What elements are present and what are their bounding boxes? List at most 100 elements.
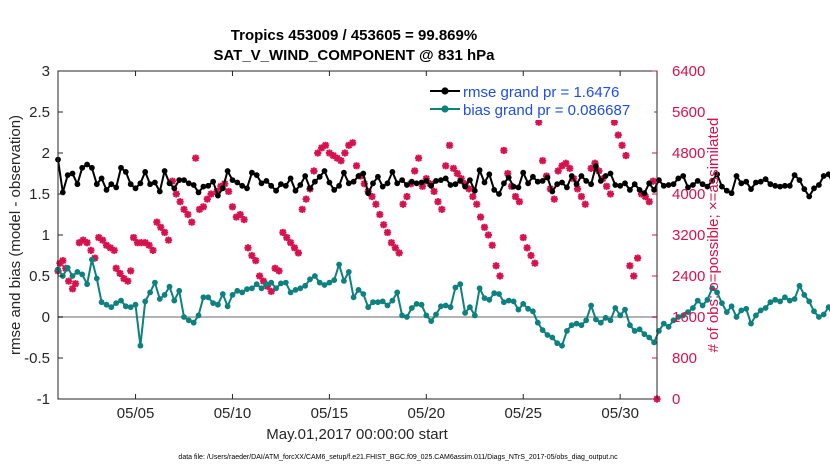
bias-point: [481, 295, 488, 301]
rmse-point: [147, 181, 154, 188]
rmse-point: [665, 182, 672, 188]
obs-count-point: [476, 213, 485, 221]
rmse-point: [602, 173, 609, 179]
rmse-point: [525, 180, 531, 187]
bias-point: [370, 299, 376, 306]
bias-point: [418, 301, 425, 308]
obs-marker-stroke: [531, 259, 539, 267]
rmse-point: [762, 176, 769, 183]
obs-marker-stroke: [610, 118, 618, 126]
obs-marker-stroke: [65, 277, 73, 285]
obs-count-point: [294, 249, 302, 257]
bias-point: [268, 279, 275, 286]
obs-marker-stroke: [500, 147, 508, 154]
rmse-point: [404, 182, 410, 188]
bias-point: [355, 287, 362, 293]
obs-marker-stroke: [550, 195, 558, 203]
plot-area: [58, 71, 657, 399]
bias-point: [408, 305, 415, 311]
bias-point: [307, 276, 313, 283]
bias-point: [782, 294, 788, 301]
rmse-point: [171, 185, 178, 192]
obs-count-point: [626, 262, 634, 270]
bias-point: [675, 314, 682, 320]
rmse-point: [559, 179, 565, 186]
rmse-point: [302, 173, 309, 179]
rmse-point: [113, 184, 120, 191]
obs-count-point: [550, 195, 558, 203]
rmse-point: [782, 182, 788, 189]
obs-marker-stroke: [116, 270, 124, 277]
obs-count-point: [511, 192, 520, 201]
obs-count-point: [236, 210, 244, 219]
obs-count-point: [488, 241, 496, 249]
rmse-point: [142, 169, 149, 175]
rmse-point: [384, 180, 391, 187]
rmse-point: [452, 181, 459, 188]
obs-count-point: [199, 203, 207, 211]
bias-point: [137, 342, 144, 349]
bias-point: [607, 317, 614, 324]
y-tick-label: 0.5: [29, 268, 50, 285]
bias-point: [336, 261, 342, 268]
obs-marker-stroke: [434, 198, 442, 206]
bias-point: [258, 285, 265, 292]
bias-point: [757, 307, 764, 314]
rmse-point: [690, 182, 696, 188]
rmse-point: [258, 180, 265, 187]
rmse-point: [636, 187, 643, 193]
rmse-point: [467, 177, 473, 184]
obs-count-point: [207, 190, 215, 198]
obs-marker-stroke: [145, 241, 153, 249]
bias-point: [229, 292, 236, 298]
bias-point: [118, 297, 124, 304]
bias-point: [394, 289, 401, 296]
rmse-point: [132, 185, 139, 192]
bias-point: [215, 301, 221, 308]
bias-point: [554, 340, 561, 347]
obs-marker-stroke: [634, 254, 642, 262]
rmse-point: [215, 192, 221, 199]
bias-point: [219, 291, 226, 297]
obs-marker-stroke: [314, 149, 322, 157]
obs-marker-stroke: [203, 195, 211, 203]
obs-marker-stroke: [161, 229, 169, 236]
bias-point: [122, 303, 129, 310]
rmse-point: [127, 181, 134, 188]
rmse-point: [176, 177, 183, 184]
obs-count-point: [192, 154, 200, 162]
rmse-point: [234, 179, 241, 186]
obs-count-point: [383, 228, 392, 237]
y2-axis-label: # of obs: o=possible; ×=assimilated: [705, 118, 722, 353]
x-tick-label: 05/25: [504, 405, 542, 422]
bias-point: [486, 296, 493, 303]
y-axis-label: rmse and bias (model - observation): [7, 115, 24, 355]
obs-count-point: [492, 262, 500, 270]
obs-count-point: [130, 233, 138, 242]
bias-point: [98, 299, 105, 306]
rmse-point: [244, 185, 250, 192]
obs-count-point: [127, 267, 135, 275]
rmse-point: [786, 182, 793, 189]
bias-point: [597, 319, 604, 326]
rmse-point: [457, 178, 464, 184]
bias-point: [438, 303, 444, 310]
rmse-point: [292, 187, 299, 194]
bias-point: [326, 279, 333, 286]
bias-point: [471, 312, 478, 319]
rmse-point: [379, 183, 386, 190]
obs-count-point: [302, 195, 310, 203]
bias-point: [79, 271, 86, 278]
obs-marker-stroke: [519, 234, 527, 241]
rmse-point: [122, 169, 129, 175]
bias-point: [297, 285, 304, 292]
obs-marker-stroke: [641, 193, 649, 200]
obs-marker-stroke: [415, 154, 422, 162]
obs-marker-stroke: [372, 200, 380, 208]
obs-marker-stroke: [120, 275, 128, 282]
bias-point: [176, 287, 183, 294]
obs-count-point: [83, 239, 91, 247]
bias-point: [753, 312, 759, 319]
bias-point: [651, 339, 657, 346]
obs-count-point: [224, 187, 233, 196]
